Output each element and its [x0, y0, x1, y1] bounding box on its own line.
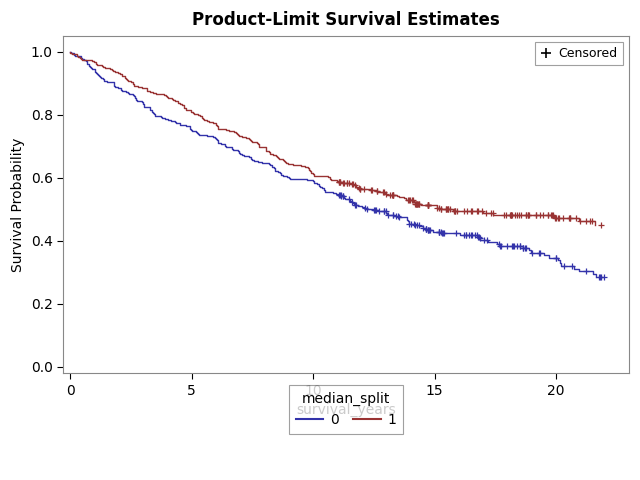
X-axis label: survival_years: survival_years	[296, 403, 396, 417]
Y-axis label: Survival Probability: Survival Probability	[11, 137, 25, 272]
Title: Product-Limit Survival Estimates: Product-Limit Survival Estimates	[192, 11, 500, 29]
Legend: 0, 1: 0, 1	[289, 384, 403, 433]
